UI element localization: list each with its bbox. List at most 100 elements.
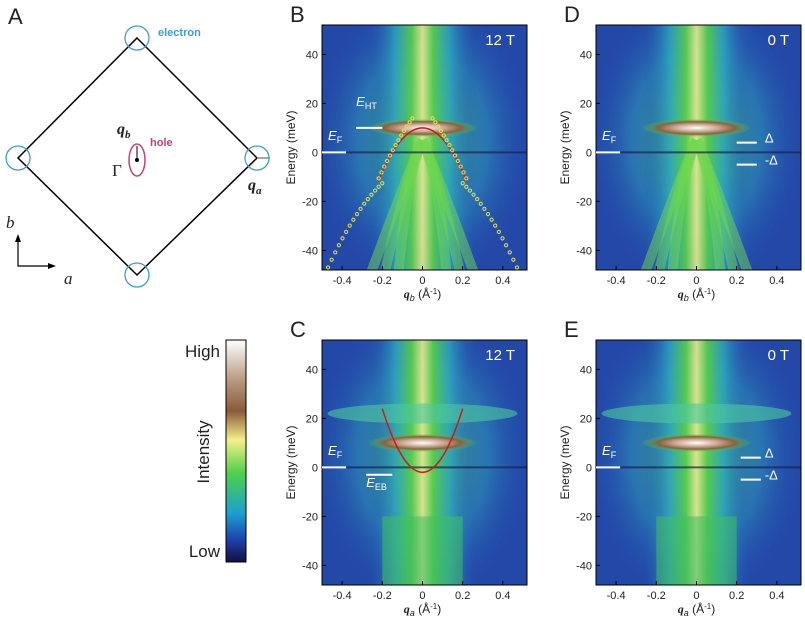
annotation: -Δ	[765, 468, 778, 483]
annotation: Δ	[765, 131, 774, 146]
sub: a	[410, 608, 415, 618]
main: E	[602, 443, 611, 458]
hot-band	[367, 433, 478, 452]
dot	[396, 138, 401, 143]
sub: EB	[375, 482, 387, 492]
dot	[489, 217, 494, 222]
annotation: EF	[602, 443, 617, 460]
y-tick-label: -20	[302, 511, 318, 523]
y-tick-label: -20	[576, 511, 592, 523]
y-tick-label: -20	[576, 196, 592, 208]
close: )	[711, 287, 715, 301]
field-label: 12 T	[485, 347, 515, 364]
hot-band	[641, 118, 752, 137]
y-tick-label: -40	[302, 560, 318, 572]
unit: (Å	[689, 601, 704, 616]
x-tick-label: -0.4	[333, 590, 352, 602]
sub: a	[684, 608, 689, 618]
field-label: 12 T	[485, 32, 515, 49]
plot-frame	[321, 24, 528, 271]
q: q	[678, 602, 684, 616]
dot	[399, 133, 404, 138]
dot	[475, 196, 480, 202]
colorbar-title: Intensity	[194, 420, 213, 484]
sub: HT	[365, 101, 377, 111]
dot	[461, 170, 466, 175]
dot	[444, 138, 449, 143]
x-tick-label: 0.2	[729, 590, 744, 602]
dot	[336, 243, 341, 248]
panel-label: C	[290, 317, 306, 342]
colorbar-gradient	[225, 339, 247, 563]
q: q	[248, 177, 256, 194]
axis-b: b	[6, 213, 15, 232]
dot	[450, 148, 455, 153]
close: )	[437, 287, 441, 301]
dispersion-band	[691, 138, 753, 270]
annotation: EF	[602, 128, 617, 145]
heatmap	[322, 25, 527, 270]
q: q	[678, 287, 684, 301]
gamma-label: Γ	[112, 161, 122, 180]
dot	[493, 223, 498, 228]
annotation: EEB	[366, 475, 387, 492]
dot	[467, 188, 473, 193]
dot	[362, 201, 367, 206]
dot	[500, 236, 505, 241]
panel-label: E	[564, 317, 579, 342]
main: -Δ	[765, 468, 778, 483]
wing	[601, 403, 792, 424]
x-tick-label: 0.2	[455, 590, 470, 602]
colorbar-low: Low	[189, 542, 221, 561]
dot	[438, 128, 444, 133]
sub: F	[611, 135, 617, 145]
x-tick-label: 0.2	[729, 275, 744, 287]
x-tick-label: 0	[693, 275, 699, 287]
y-tick-label: 40	[580, 49, 592, 61]
brillouin-zone	[16, 36, 259, 277]
dot	[404, 124, 409, 129]
dot	[471, 192, 476, 197]
y-axis-label: Energy (meV)	[558, 110, 572, 184]
dot	[464, 176, 469, 181]
sub: b	[125, 129, 131, 141]
y-tick-label: -20	[302, 196, 318, 208]
y-tick-label: 20	[580, 98, 592, 110]
annotation: EF	[328, 128, 343, 145]
arrow-head	[48, 263, 56, 269]
lattice-axes	[17, 238, 52, 267]
exp: -1	[704, 287, 712, 296]
dot	[329, 257, 334, 262]
dot	[503, 243, 509, 248]
qa-label: qa	[248, 177, 262, 197]
x-axis-label: qa (Å-1)	[678, 601, 715, 618]
dot	[354, 212, 360, 217]
sub: a	[256, 185, 262, 197]
y-tick-label: 0	[586, 462, 592, 474]
y-axis-label: Energy (meV)	[284, 110, 298, 184]
dot	[347, 223, 352, 228]
dot	[464, 184, 469, 189]
dot	[441, 133, 446, 138]
x-axis-label: qb (Å-1)	[678, 286, 715, 303]
qb-label: qb	[117, 121, 131, 141]
unit: (Å	[689, 286, 704, 301]
dot	[460, 181, 465, 186]
close: )	[711, 602, 715, 616]
x-tick-label: -0.4	[333, 275, 352, 287]
main: E	[328, 128, 337, 143]
gamma-point	[135, 158, 139, 162]
exp: -1	[704, 602, 712, 611]
dot	[458, 164, 463, 169]
dispersion-band	[640, 138, 702, 270]
unit: (Å	[415, 601, 430, 616]
plot-frame	[595, 24, 802, 271]
dispersion-band	[417, 138, 479, 270]
main: E	[366, 475, 375, 490]
q: q	[117, 121, 125, 138]
field-label: 0 T	[768, 32, 789, 49]
dot	[514, 265, 520, 270]
y-tick-label: -40	[576, 560, 592, 572]
dot	[358, 206, 363, 211]
dot	[436, 124, 441, 129]
